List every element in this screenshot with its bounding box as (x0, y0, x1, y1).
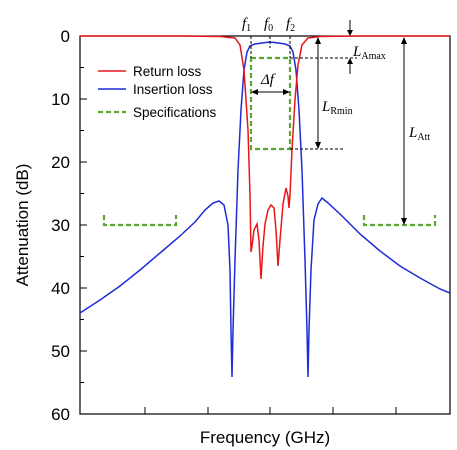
annotations: f1 f0 f2 Δf LAmax LRmin LAtt (242, 16, 430, 143)
return-loss-line (80, 35, 450, 280)
rmin-arrowhead-bottom (315, 142, 321, 149)
specification-masks (102, 56, 437, 227)
l-att-label: LAtt (408, 125, 430, 143)
l-rmin-label: LRmin (321, 99, 353, 117)
y-tick-label: 40 (51, 279, 70, 298)
att-arrowhead-bottom (401, 218, 407, 225)
x-axis (144, 407, 397, 414)
y-tick-label: 20 (51, 153, 70, 172)
f1-label: f1 (242, 16, 251, 34)
y-tick-label: 50 (51, 342, 70, 361)
y-tick-label: 0 (61, 27, 70, 46)
bandwidth-label: Δf (260, 72, 276, 88)
y-tick-label: 30 (51, 216, 70, 235)
legend: Return loss Insertion loss Specification… (98, 64, 217, 120)
legend-label-specifications: Specifications (133, 105, 217, 120)
spec-mask-right (362, 215, 437, 227)
att-arrowhead-top (401, 37, 407, 44)
curves (79, 35, 451, 378)
f2-label: f2 (286, 16, 295, 34)
x-axis-title: Frequency (GHz) (200, 428, 330, 447)
y-axis: 0 10 20 30 40 50 60 (51, 27, 87, 424)
y-tick-label: 60 (51, 405, 70, 424)
f0-label: f0 (264, 16, 273, 34)
bandwidth-arrowhead-right (283, 89, 290, 95)
amax-arrowhead-top (347, 30, 353, 36)
amax-arrowhead-bottom (347, 58, 353, 64)
spec-mask-left (102, 215, 178, 227)
legend-label-insertion-loss: Insertion loss (133, 82, 213, 97)
bandwidth-arrowhead-left (251, 89, 258, 95)
l-amax-label: LAmax (352, 44, 386, 62)
insertion-loss-line (79, 41, 451, 378)
spec-passband-box (249, 56, 292, 151)
legend-label-return-loss: Return loss (133, 64, 202, 79)
dimension-lines (250, 20, 407, 225)
rmin-arrowhead-top (315, 37, 321, 44)
y-axis-title: Attenuation (dB) (13, 164, 32, 287)
y-tick-label: 10 (51, 90, 70, 109)
